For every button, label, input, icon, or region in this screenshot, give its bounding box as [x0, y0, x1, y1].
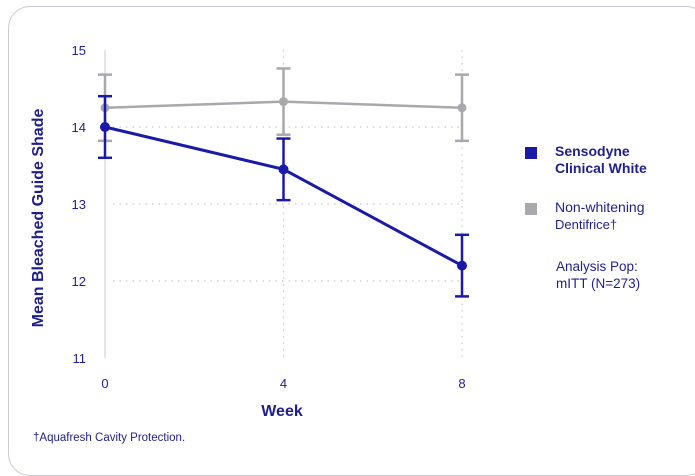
- analysis-population-note: Analysis Pop: mITT (N=273): [556, 258, 640, 292]
- footnote: †Aquafresh Cavity Protection.: [33, 432, 186, 444]
- analysis-line1: Analysis Pop:: [556, 259, 638, 274]
- chart-card: [8, 6, 695, 476]
- line-chart: 11 12 13 14 15 0 4 8 Mean Bleached Guide Shade…: [30, 43, 469, 420]
- series-sensodyne: [98, 94, 469, 298]
- x-axis-ticks: 0 4 8: [101, 376, 465, 391]
- x-tick-label-0: 0: [101, 376, 108, 391]
- point-non-whitening-4: [279, 97, 288, 107]
- legend-swatch-sensodyne: [525, 147, 537, 159]
- y-axis-ticks: 11 12 13 14 15: [72, 43, 86, 366]
- point-sensodyne-4: [278, 164, 289, 175]
- x-tick-label-8: 8: [458, 376, 465, 391]
- legend-label-non-whitening-line1: Non-whitening: [555, 199, 645, 215]
- point-non-whitening-8: [457, 103, 467, 113]
- legend-label-sensodyne: Sensodyne Clinical White: [555, 143, 647, 177]
- legend-label-non-whitening: Non-whitening Dentifrice†: [555, 199, 645, 233]
- y-tick-label-14: 14: [72, 120, 86, 135]
- x-axis-title: Week: [261, 403, 303, 420]
- y-tick-label-11: 11: [73, 351, 87, 366]
- series-non-whitening: [98, 67, 469, 143]
- y-axis-title: Mean Bleached Guide Shade: [30, 109, 47, 328]
- series-group: [98, 67, 469, 298]
- legend-swatch-non-whitening: [525, 203, 537, 215]
- y-tick-label-13: 13: [72, 197, 86, 212]
- y-tick-label-15: 15: [72, 43, 86, 58]
- point-sensodyne-8: [457, 260, 467, 271]
- y-tick-label-12: 12: [72, 274, 86, 289]
- legend-label-sensodyne-line1: Sensodyne: [555, 143, 630, 159]
- x-tick-label-4: 4: [280, 376, 287, 391]
- legend-label-non-whitening-line2: Dentifrice†: [555, 217, 618, 232]
- point-sensodyne-0: [100, 122, 110, 132]
- analysis-line2: mITT (N=273): [556, 276, 641, 291]
- legend-label-sensodyne-line2: Clinical White: [555, 160, 647, 176]
